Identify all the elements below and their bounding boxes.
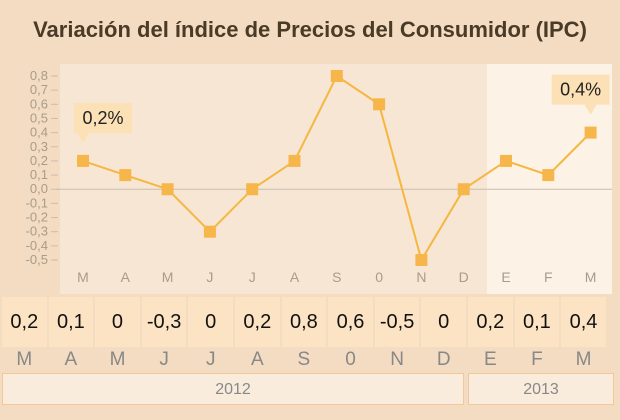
data-point [415,254,428,266]
table-value-cell: 0,8 [281,297,327,347]
data-point [542,169,555,182]
y-tick-label: -0,1 [26,195,48,210]
callout-last-label: 0,4% [560,80,601,100]
table-month-cell: M [109,349,126,370]
year-label-2012: 2012 [2,373,464,405]
data-point [288,154,301,167]
table-month-cell: E [483,349,497,370]
x-tick-label: S [332,269,341,285]
table-month-cell: M [575,349,592,370]
x-tick-label: M [162,269,174,285]
callout-first-label: 0,2% [82,108,123,128]
x-tick-label: A [121,269,131,285]
x-tick-label: E [501,269,510,285]
callout-first-box [74,102,132,133]
table-value-cell: 0,1 [514,297,560,347]
months-row: M A M J J A S 0 N D E F M [0,347,620,373]
callout-last-pointer [584,104,597,115]
table-value-cell: 0,6 [328,297,373,347]
y-tick-label: 0,2 [30,153,48,168]
table-month-cell: A [250,349,264,370]
data-point [203,225,216,238]
y-tick-label: 0,6 [30,96,48,111]
table-month-cell: F [531,349,543,370]
x-tick-label: M [585,269,597,285]
table-value-cell: 0,2 [2,297,47,347]
x-tick-label: M [77,269,89,285]
table-month-cell: D [436,349,451,370]
y-tick-label: -0,3 [26,224,48,239]
values-row: 0,2 0,1 0 -0,3 0 0,2 0,8 0,6 -0,5 0 0,2 0,1 0,4 [0,297,620,347]
years-row: 2012 2013 [0,373,620,405]
y-tick-label: 0,5 [30,110,48,125]
chart-area: 0,8 0,7 0,6 0,5 0,4 0,3 0,2 0,1 0,0 -0,1 -0,2 -0,3-… [0,60,620,296]
data-point [457,183,470,196]
table-value-cell: -0,3 [141,297,187,347]
callout-first-pointer [77,132,89,143]
year-label-2013: 2013 [468,373,614,405]
y-tick-label: -0,4 [26,238,48,253]
table-month-cell: J [205,349,216,370]
table-value-cell: 0,2 [468,297,513,347]
y-tick-label: -0,2 [26,210,48,225]
table-month-cell: S [297,349,311,370]
data-point [77,154,89,167]
table-month-cell: A [64,349,78,370]
y-tick-label: 0,0 [30,181,48,196]
table-value-cell: 0,4 [561,297,606,347]
x-tick-label: N [416,269,426,285]
data-point [584,126,597,139]
table-value-cell: -0,5 [374,297,420,347]
table-month-cell: M [16,349,33,370]
x-tick-label: J [249,269,256,285]
data-point [330,70,343,82]
table-value-cell: 0 [95,297,140,347]
x-tick-label: F [544,269,553,285]
table-value-cell: 0 [188,297,233,347]
y-tick-label: 0,3 [30,139,48,154]
x-tick-label: D [459,269,469,285]
x-tick-label: 0 [375,269,383,285]
callout-last-box [551,74,610,105]
y-tick-label: 0,8 [30,68,48,83]
data-point [119,169,132,182]
table-value-cell: 0 [421,297,466,347]
y-tick-label: 0,7 [30,82,48,97]
table-value-cell: 0,2 [235,297,280,347]
table-value-cell: 0,1 [48,297,94,347]
x-tick-label: J [206,269,213,285]
table-month-cell: 0 [345,349,356,370]
y-tick-label: -0,5 [26,252,48,267]
x-tick-label: A [290,269,300,285]
table-month-cell: N [390,349,404,370]
line-chart: 0,80,70,60,50,40,30,20,10,0-0,1-0,2-0,3-… [26,64,612,296]
data-point [161,183,174,196]
data-point [373,98,386,111]
y-tick-label: 0,4 [30,125,48,140]
chart-title: Variación del índice de Precios del Cons… [33,17,587,42]
y-tick-label: 0,1 [30,167,48,182]
data-point [246,183,259,196]
data-point [500,154,512,167]
table-month-cell: J [159,349,169,370]
